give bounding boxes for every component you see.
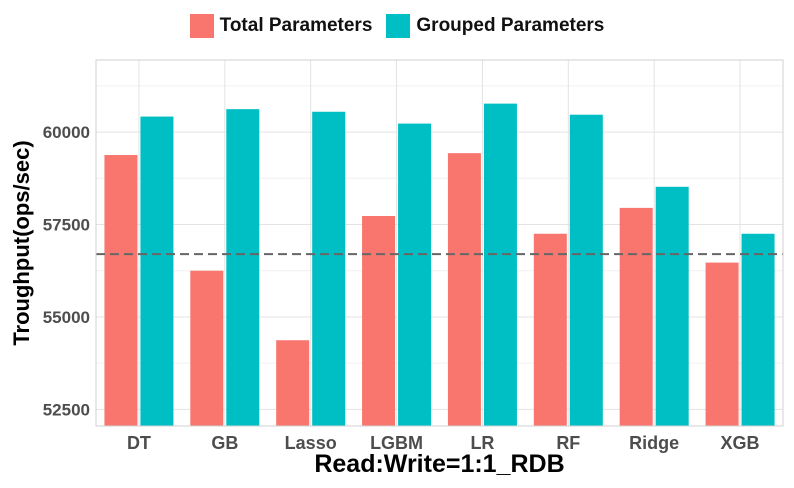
bar-grouped-lr xyxy=(483,103,517,427)
bar-grouped-gb xyxy=(226,109,260,426)
legend-swatch-grouped xyxy=(386,14,411,38)
y-tick-label: 57500 xyxy=(43,216,90,235)
legend-swatch-total xyxy=(189,14,214,38)
legend-label-total: Total Parameters xyxy=(219,15,373,36)
bar-total-lr xyxy=(447,153,481,426)
y-tick-label: 55000 xyxy=(43,308,90,327)
y-tick-label: 52500 xyxy=(43,400,90,419)
bar-total-gb xyxy=(190,270,224,426)
x-tick-label: RF xyxy=(556,433,580,453)
bar-grouped-ridge xyxy=(655,186,689,426)
bar-grouped-lgbm xyxy=(398,123,432,426)
bar-total-lgbm xyxy=(362,216,396,426)
bar-total-lasso xyxy=(276,340,310,426)
y-axis-label: Troughput(ops/sec) xyxy=(9,140,34,346)
bar-total-xgb xyxy=(705,262,739,426)
x-tick-label: LR xyxy=(470,433,494,453)
plot-panel-border xyxy=(95,59,784,427)
bar-total-dt xyxy=(104,155,138,426)
bar-grouped-dt xyxy=(140,116,174,427)
bar-total-rf xyxy=(533,233,567,426)
x-tick-label: DT xyxy=(127,433,151,453)
bar-grouped-rf xyxy=(569,114,603,426)
legend-label-grouped: Grouped Parameters xyxy=(416,15,605,36)
legend-item-grouped: Grouped Parameters xyxy=(386,14,604,38)
x-tick-label: XGB xyxy=(721,433,760,453)
bar-total-ridge xyxy=(619,207,653,426)
x-tick-label: LGBM xyxy=(370,433,423,453)
x-tick-label: GB xyxy=(211,433,238,453)
y-tick-label: 60000 xyxy=(43,123,90,142)
legend-item-total: Total Parameters xyxy=(189,14,373,38)
bar-grouped-xgb xyxy=(741,233,775,426)
x-tick-label: Ridge xyxy=(629,433,679,453)
bar-grouped-lasso xyxy=(312,111,346,427)
x-tick-label: Lasso xyxy=(285,433,337,453)
x-axis-label: Read:Write=1:1_RDB xyxy=(314,450,565,478)
legend: Total Parameters Grouped Parameters xyxy=(0,14,794,38)
